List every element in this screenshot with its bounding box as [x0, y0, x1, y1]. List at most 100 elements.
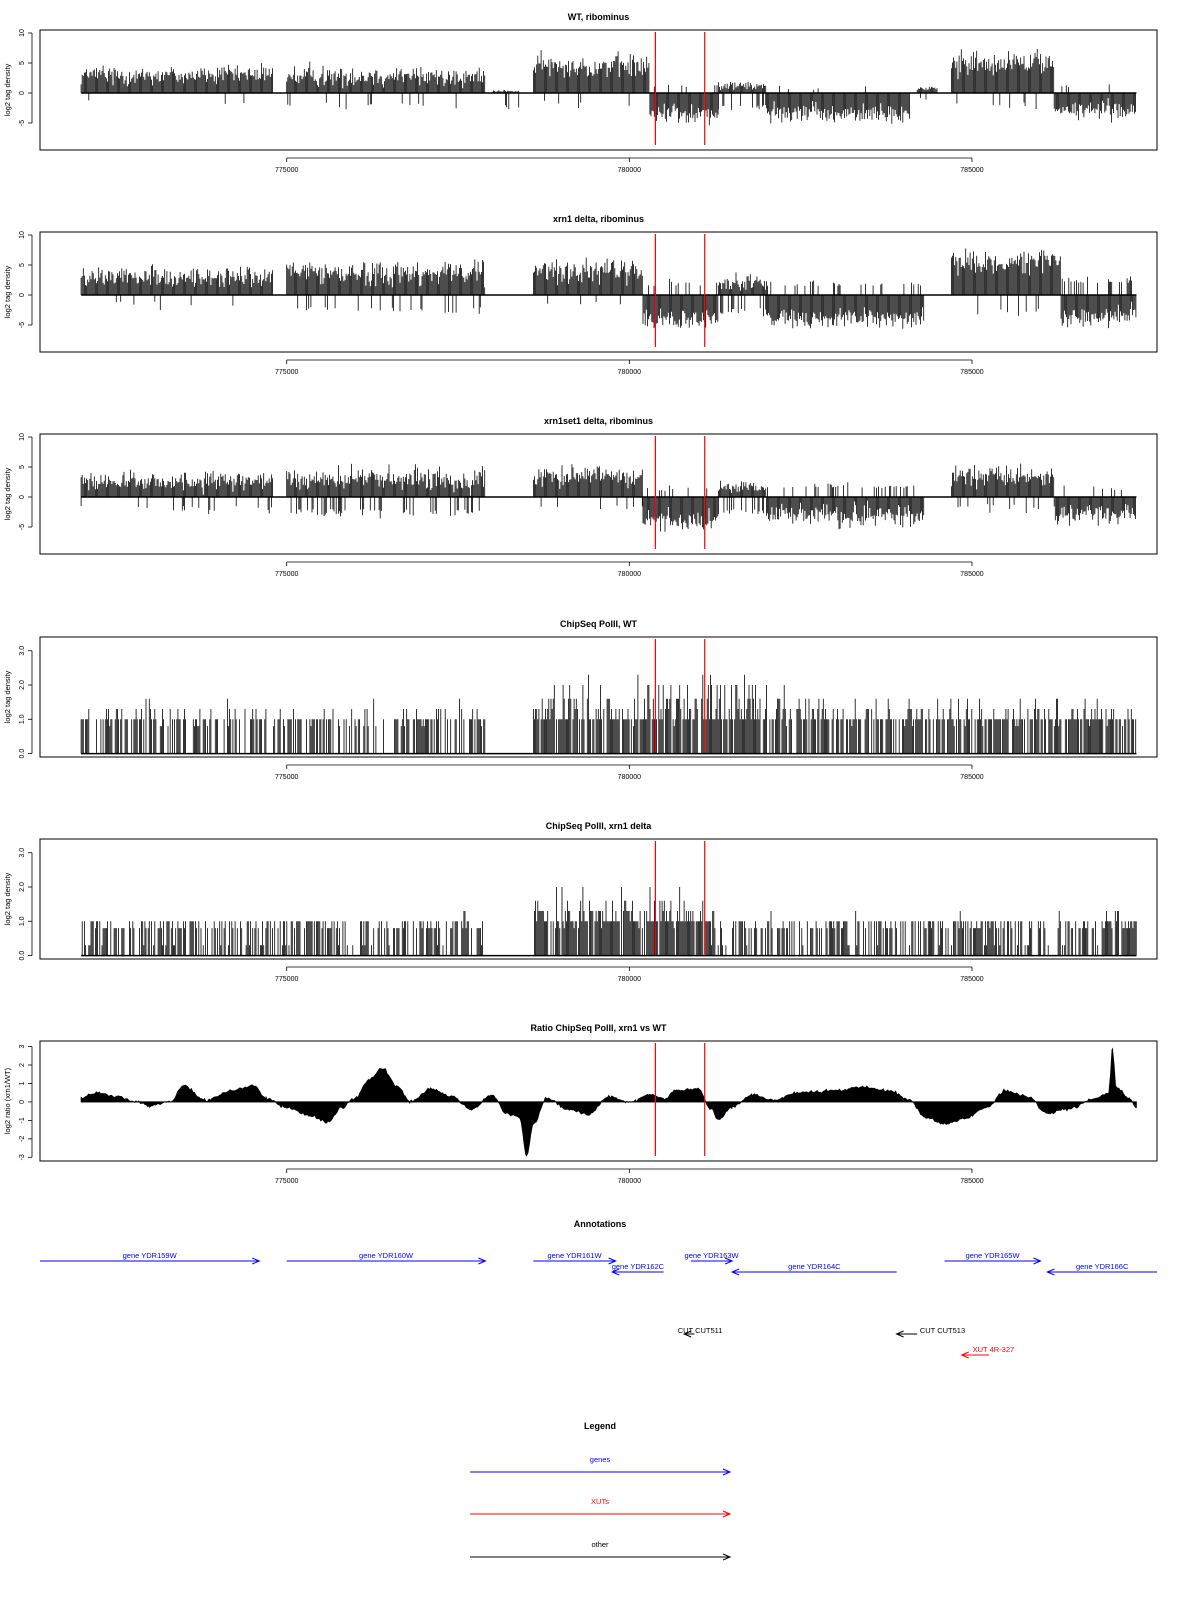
- feature-arrow-head: [730, 1268, 740, 1276]
- chart-panel-2: xrn1 delta, ribominus -5 0 5 10 log2 tag dens…: [3, 214, 1158, 376]
- data-bars: [642, 485, 719, 532]
- chart-title: xrn1 delta, ribominus: [553, 214, 644, 224]
- feature-label: gene YDR165W: [966, 1251, 1021, 1260]
- data-bars: [766, 280, 925, 329]
- feature-arrow-head: [1046, 1268, 1055, 1276]
- data-bars: [533, 674, 787, 754]
- feature-arrow-head: [724, 1257, 734, 1265]
- feature-arrow-head: [895, 1330, 904, 1338]
- feature-gene: gene YDR162C: [610, 1262, 665, 1276]
- legend-panel: Legend genes XUTs other: [470, 1421, 732, 1561]
- feature-other: CUT CUT513: [895, 1326, 965, 1338]
- data-bars: [718, 81, 767, 110]
- y-tick-label: 0: [19, 1100, 26, 1104]
- chart-title: xrn1set1 delta, ribominus: [544, 416, 653, 426]
- feature-gene: gene YDR165W: [944, 1251, 1042, 1265]
- feature-label: gene YDR166C: [1076, 1262, 1129, 1271]
- x-tick-label: 780000: [618, 571, 641, 578]
- feature-arrow-head: [608, 1257, 617, 1265]
- feature-gene: gene YDR160W: [286, 1251, 487, 1265]
- feature-gene: gene YDR164C: [730, 1262, 897, 1276]
- y-tick-label: 10: [19, 433, 26, 441]
- y-tick-label: 0.0: [19, 749, 26, 759]
- annotations-panel: Annotations gene YDR159W gene YDR160W gene …: [40, 1219, 1157, 1359]
- feature-other: CUT CUT511: [678, 1326, 722, 1338]
- x-tick-label: 785000: [960, 1178, 983, 1185]
- y-tick-label: 1.0: [19, 916, 26, 926]
- x-tick-label: 775000: [275, 976, 298, 983]
- y-axis-label: log2 ratio (xrn1/WT): [3, 1067, 12, 1134]
- legend-arrow-head: [722, 1468, 732, 1476]
- plot-frame: [39, 29, 1158, 151]
- x-tick-label: 775000: [275, 571, 298, 578]
- data-series: [80, 248, 1137, 329]
- chart-title: Ratio ChipSeq PolII, xrn1 vs WT: [530, 1023, 667, 1033]
- y-tick-label: 2: [19, 1063, 26, 1067]
- y-tick-label: -1: [19, 1117, 26, 1123]
- chart-panel-4: ChipSeq PolII, WT 0.0 1.0 2.0 3.0 log2 tag de…: [3, 619, 1158, 781]
- feature-arrow-head: [1033, 1257, 1042, 1265]
- data-bars: [1053, 485, 1136, 526]
- y-tick-label: 10: [19, 29, 26, 37]
- y-tick-label: 3.0: [19, 646, 26, 656]
- data-series: [81, 887, 1137, 957]
- x-tick-label: 780000: [618, 976, 641, 983]
- x-tick-label: 785000: [960, 369, 983, 376]
- data-bars: [80, 698, 486, 754]
- y-axis-label: log2 tag density: [3, 670, 12, 723]
- data-bars: [951, 248, 1061, 316]
- data-bars: [286, 259, 486, 314]
- y-tick-label: -3: [19, 1154, 26, 1160]
- data-bars: [534, 887, 711, 956]
- y-tick-label: 5: [19, 465, 26, 469]
- data-bars: [533, 257, 643, 305]
- data-bars: [766, 482, 925, 530]
- data-bars: [951, 49, 1055, 109]
- chart-title: ChipSeq PolII, xrn1 delta: [546, 821, 653, 831]
- data-bars: [711, 911, 1137, 956]
- x-tick-label: 785000: [960, 167, 983, 174]
- y-tick-label: 2.0: [19, 680, 26, 690]
- x-tick-label: 775000: [275, 774, 298, 781]
- data-bars: [80, 63, 273, 104]
- feature-arrow-head: [252, 1257, 261, 1265]
- x-tick-label: 780000: [618, 369, 641, 376]
- y-tick-label: 1.0: [19, 714, 26, 724]
- feature-arrow-head: [682, 1330, 692, 1338]
- data-bars: [81, 911, 483, 956]
- data-bars: [1053, 84, 1136, 123]
- data-bars: [1060, 276, 1137, 329]
- chart-panel-1: WT, ribominus -5 0 5 10 log2 tag density 77500…: [3, 12, 1158, 174]
- chart-panel-6: Ratio ChipSeq PolII, xrn1 vs WT -3 -2 -1 0 1 2…: [3, 1023, 1158, 1185]
- y-tick-label: 3.0: [19, 848, 26, 858]
- y-tick-label: 3: [19, 1044, 26, 1048]
- chart-panel-5: ChipSeq PolII, xrn1 delta 0.0 1.0 2.0 3.0 log…: [3, 821, 1158, 983]
- y-tick-label: -2: [19, 1136, 26, 1142]
- feature-label: gene YDR164C: [788, 1262, 841, 1271]
- plot-frame: [39, 231, 1158, 353]
- data-bars: [951, 463, 1055, 513]
- feature-arrow-head: [960, 1351, 969, 1359]
- x-tick-label: 775000: [275, 1178, 298, 1185]
- y-axis-label: log2 tag density: [3, 872, 12, 925]
- feature-gene: gene YDR159W: [40, 1251, 261, 1265]
- plot-frame: [39, 636, 1158, 758]
- feature-label: CUT CUT513: [920, 1326, 965, 1335]
- x-tick-label: 780000: [618, 774, 641, 781]
- feature-label: gene YDR162C: [612, 1262, 665, 1271]
- y-tick-label: 10: [19, 231, 26, 239]
- data-series: [80, 49, 1137, 126]
- feature-arrow-head: [610, 1268, 620, 1276]
- data-bars: [788, 698, 1137, 754]
- data-bars: [642, 278, 719, 328]
- y-tick-label: -5: [19, 120, 26, 126]
- y-tick-label: 0: [19, 495, 26, 499]
- legend-label: genes: [590, 1455, 611, 1464]
- data-bars: [718, 272, 767, 317]
- x-tick-label: 780000: [618, 167, 641, 174]
- feature-arrow-head: [478, 1257, 487, 1265]
- x-tick-label: 775000: [275, 167, 298, 174]
- y-tick-label: 0.0: [19, 951, 26, 961]
- chart-title: WT, ribominus: [568, 12, 630, 22]
